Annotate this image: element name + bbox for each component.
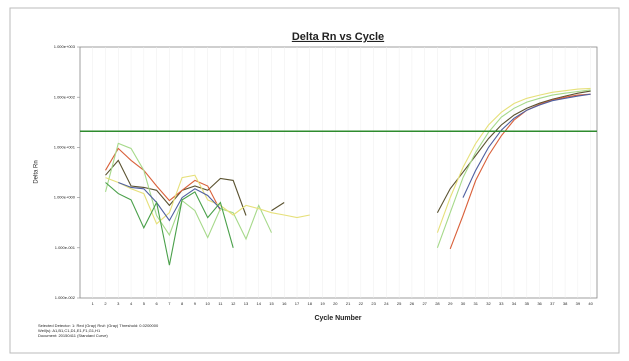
x-tick-label: 8 [181, 301, 184, 306]
x-tick-label: 15 [269, 301, 274, 306]
x-tick-label: 18 [308, 301, 313, 306]
x-tick-label: 31 [474, 301, 479, 306]
y-tick-label: 1.000e+003 [54, 44, 76, 49]
series-line [105, 87, 591, 233]
x-tick-label: 9 [194, 301, 197, 306]
x-tick-label: 39 [576, 301, 581, 306]
series-line [105, 93, 591, 250]
x-tick-label: 28 [435, 301, 440, 306]
x-tick-label: 24 [384, 301, 389, 306]
x-tick-label: 12 [231, 301, 236, 306]
x-tick-label: 3 [117, 301, 120, 306]
x-tick-label: 40 [588, 301, 593, 306]
x-tick-label: 38 [563, 301, 568, 306]
x-tick-label: 32 [486, 301, 491, 306]
x-tick-label: 29 [448, 301, 453, 306]
plot-area [79, 46, 598, 299]
x-tick-label: 26 [410, 301, 415, 306]
x-tick-label: 21 [346, 301, 351, 306]
x-tick-label: 22 [359, 301, 364, 306]
x-tick-label: 10 [205, 301, 210, 306]
x-tick-label: 34 [512, 301, 517, 306]
x-tick-label: 25 [397, 301, 402, 306]
y-tick-label: 1.000e+000 [54, 195, 76, 200]
footer-text: Selected Detector: 1: Red (Gray) Rn#: (G… [38, 323, 159, 328]
y-tick-label: 1.000e+002 [54, 94, 76, 99]
footer-text: Well(s): A1,B1,C1,D1,E1,F1,G1,H1 [38, 328, 101, 333]
x-axis-label: Cycle Number [314, 315, 361, 322]
footer-text: Document: 20150411 (Standard Curve) [38, 333, 108, 338]
series-line [104, 89, 591, 248]
x-tick-label: 7 [168, 301, 171, 306]
x-tick-label: 30 [461, 301, 466, 306]
x-tick-label: 17 [295, 301, 300, 306]
x-tick-label: 4 [130, 301, 133, 306]
series-line [105, 90, 591, 216]
y-tick-label: 1.000e-001 [55, 245, 76, 250]
x-tick-label: 13 [244, 301, 249, 306]
x-tick-label: 16 [282, 301, 287, 306]
x-tick-label: 36 [537, 301, 542, 306]
x-tick-label: 35 [525, 301, 530, 306]
series-line [118, 93, 591, 222]
y-tick-label: 1.000e-002 [55, 295, 76, 300]
x-tick-label: 11 [218, 301, 223, 306]
y-tick-label: 1.000e+001 [54, 144, 76, 149]
x-tick-label: 1 [92, 301, 95, 306]
y-axis-label: Delta Rn [34, 160, 40, 183]
x-tick-label: 5 [143, 301, 146, 306]
chart-title: Delta Rn vs Cycle [292, 31, 384, 43]
series-line [105, 182, 234, 266]
x-tick-label: 19 [320, 301, 325, 306]
x-tick-label: 6 [155, 301, 158, 306]
x-tick-label: 2 [104, 301, 107, 306]
x-tick-label: 20 [333, 301, 338, 306]
x-tick-label: 33 [499, 301, 504, 306]
x-tick-label: 23 [371, 301, 376, 306]
x-tick-label: 37 [550, 301, 555, 306]
x-tick-label: 27 [422, 301, 427, 306]
x-tick-label: 14 [256, 301, 261, 306]
